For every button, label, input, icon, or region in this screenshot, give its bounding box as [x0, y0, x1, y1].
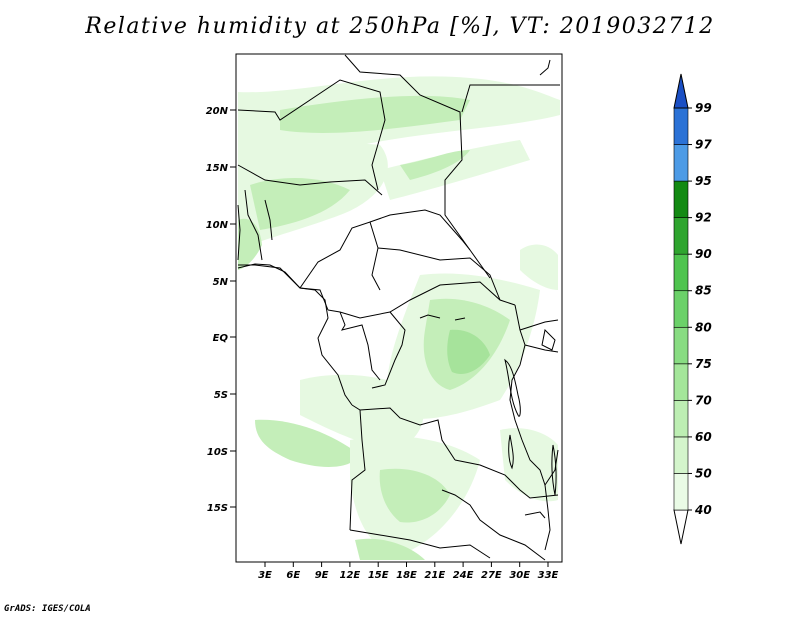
lon-tick-label: 6E — [286, 570, 300, 581]
colorbar-segment — [673, 180, 689, 218]
colorbar-label: 95 — [695, 174, 712, 188]
colorbar-segment — [673, 326, 689, 365]
longitude-axis: 3E 6E 9E 12E 15E 18E 21E 24E 27E 30E 33E — [258, 562, 559, 581]
lon-tick-label: 9E — [315, 570, 329, 581]
colorbar-label: 99 — [695, 101, 712, 115]
lon-tick-label: 3E — [258, 570, 272, 581]
lon-tick-label: 27E — [481, 570, 502, 581]
colorbar-segment — [673, 400, 689, 438]
lat-tick-label: 5N — [213, 277, 229, 288]
latitude-axis: 20N 15N 10N 5N EQ 5S 10S 15S — [206, 106, 236, 514]
colorbar-label: 50 — [695, 466, 712, 480]
lat-tick-label: 15S — [207, 503, 228, 514]
colorbar-segment — [673, 144, 689, 182]
lat-tick-label: EQ — [213, 333, 229, 344]
colorbar: 40 50 60 70 75 80 85 90 92 95 97 99 — [673, 73, 712, 545]
colorbar-segment — [673, 253, 689, 292]
colorbar-label: 90 — [695, 247, 712, 261]
colorbar-label: 92 — [695, 211, 712, 225]
lat-tick-label: 10S — [207, 447, 228, 458]
colorbar-segment — [673, 363, 689, 401]
colorbar-segment — [673, 436, 689, 474]
lat-tick-label: 15N — [206, 163, 229, 174]
lat-tick-label: 20N — [206, 106, 229, 117]
lon-tick-label: 21E — [424, 570, 445, 581]
lon-tick-label: 18E — [396, 570, 417, 581]
colorbar-label: 85 — [695, 284, 712, 298]
colorbar-label: 97 — [695, 138, 712, 152]
colorbar-label: 40 — [694, 503, 712, 517]
chart-title: Relative humidity at 250hPa [%], VT: 201… — [85, 14, 715, 39]
lon-tick-label: 30E — [509, 570, 530, 581]
colorbar-upper-extension — [673, 73, 689, 109]
lon-tick-label: 24E — [453, 570, 474, 581]
humidity-shading — [238, 76, 560, 560]
map-frame — [235, 53, 563, 563]
lon-tick-label: 12E — [340, 570, 361, 581]
grads-credit: GrADS: IGES/COLA — [4, 604, 91, 614]
lat-tick-label: 5S — [214, 390, 228, 401]
colorbar-lower-extension — [673, 509, 689, 545]
colorbar-segment — [673, 107, 689, 145]
lon-tick-label: 15E — [368, 570, 389, 581]
coastline — [237, 59, 557, 519]
colorbar-label: 80 — [695, 320, 712, 334]
colorbar-segment — [673, 473, 689, 511]
lat-tick-label: 10N — [206, 220, 229, 231]
colorbar-segment — [673, 290, 689, 328]
colorbar-segment — [673, 217, 689, 255]
colorbar-label: 70 — [695, 393, 712, 407]
colorbar-label: 60 — [695, 430, 712, 444]
colorbar-label: 75 — [695, 357, 712, 371]
country-borders — [237, 54, 560, 561]
lon-tick-label: 33E — [538, 570, 559, 581]
